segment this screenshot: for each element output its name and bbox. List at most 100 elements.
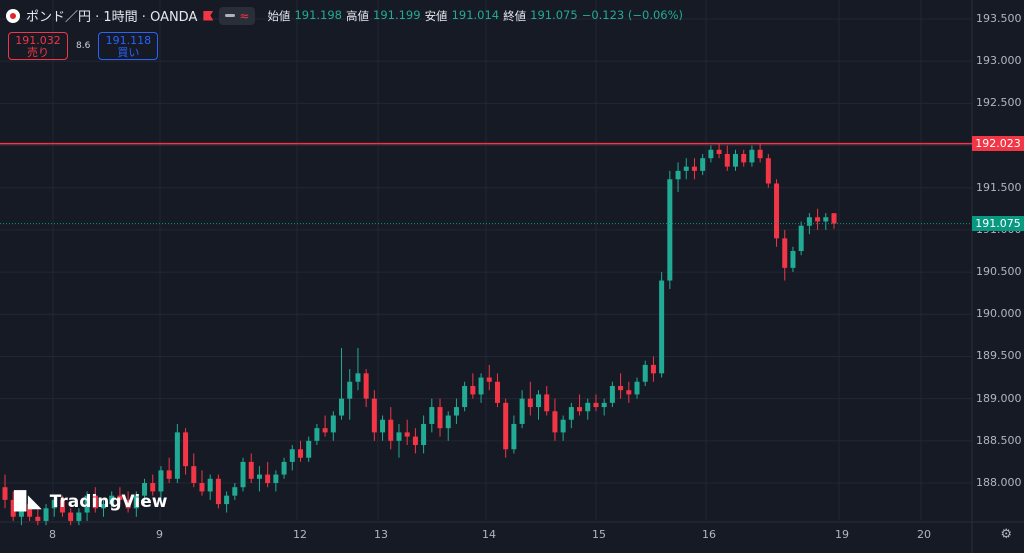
candle-body — [125, 499, 131, 509]
buy-button[interactable]: 191.118 買い — [98, 32, 159, 60]
candle-body — [798, 225, 804, 251]
candle — [27, 499, 33, 521]
candle — [421, 415, 427, 454]
candle-body — [626, 390, 632, 395]
price-axis-label: 192.500 — [976, 96, 1022, 110]
candle-body — [68, 512, 74, 521]
symbol-title[interactable]: ポンド／円 · 1時間 · OANDA — [26, 10, 198, 25]
candle-body — [248, 461, 254, 479]
candle-body — [724, 153, 730, 167]
candle — [388, 407, 394, 450]
candle — [774, 179, 780, 247]
buy-label: 買い — [117, 46, 140, 59]
low-label: 安値 — [424, 8, 448, 23]
candle — [568, 402, 574, 429]
close-value: 191.075 — [530, 7, 578, 22]
candle-body — [199, 483, 205, 492]
candle-body — [92, 495, 98, 509]
candle-body — [347, 381, 353, 399]
candle — [404, 419, 410, 446]
candle — [815, 208, 821, 230]
candle — [437, 398, 443, 437]
indicator-toggle-button[interactable]: ≈ — [219, 6, 256, 25]
candle — [100, 499, 106, 517]
trade-panel: 191.032 売り 8.6 191.118 買い — [8, 32, 159, 60]
candle-body — [552, 411, 558, 433]
candle — [445, 411, 451, 441]
candle-body — [240, 461, 246, 488]
candle — [314, 423, 320, 446]
candle-body — [601, 402, 607, 408]
price-axis-label: 189.500 — [976, 349, 1022, 363]
candle-body — [453, 407, 459, 416]
candle-body — [109, 495, 115, 505]
price-axis-label: 191.500 — [976, 180, 1022, 194]
candle-body — [790, 251, 796, 268]
candle — [166, 457, 172, 483]
price-axis-label: 193.000 — [976, 54, 1022, 68]
candle-body — [166, 470, 172, 479]
candle — [355, 348, 361, 391]
low-value: 191.014 — [451, 7, 500, 22]
candle — [117, 487, 123, 505]
candle-body — [142, 483, 148, 496]
candle — [207, 474, 213, 500]
chart-settings-gear-icon[interactable]: ⚙ — [1000, 527, 1012, 542]
currency-flag-icon — [6, 8, 20, 23]
candle-body — [371, 398, 377, 433]
candle-body — [84, 495, 90, 513]
candle — [733, 149, 739, 171]
candle — [322, 415, 328, 437]
candle-body — [478, 377, 484, 395]
tradingview-watermark[interactable]: ▉◣ TradingView — [14, 491, 167, 512]
candle-body — [527, 398, 533, 408]
candle — [133, 491, 139, 517]
time-axis-label: 15 — [592, 528, 606, 541]
candle-body — [265, 474, 271, 483]
candle-body — [133, 495, 139, 509]
candle-body — [76, 512, 82, 521]
candle — [741, 149, 747, 167]
time-axis-label: 8 — [49, 528, 56, 541]
candle-body — [10, 499, 16, 517]
candle-body — [412, 436, 418, 446]
candle — [650, 356, 656, 382]
market-status-icon[interactable] — [203, 10, 214, 21]
candle-body — [815, 217, 821, 222]
sell-button[interactable]: 191.032 売り — [8, 32, 68, 60]
candle — [453, 398, 459, 424]
candle-body — [297, 449, 303, 458]
candle-body — [634, 381, 640, 395]
candle-body — [273, 474, 279, 483]
candle — [519, 390, 525, 429]
spread-value: 8.6 — [76, 41, 91, 51]
sell-label: 売り — [27, 46, 49, 59]
candle-body — [691, 166, 697, 171]
price-axis-label: 190.000 — [976, 307, 1022, 321]
candle — [593, 394, 599, 412]
candle-body — [191, 466, 197, 483]
change-value: −0.123 (−0.06%) — [581, 7, 684, 22]
candle — [634, 377, 640, 399]
candle-body — [609, 385, 615, 403]
candle — [757, 143, 763, 163]
candle — [273, 470, 279, 492]
price-lines — [0, 142, 972, 225]
candle-body — [494, 381, 500, 403]
candle — [92, 487, 98, 513]
candle — [798, 221, 804, 256]
candle-body — [782, 238, 788, 268]
horizontal-line-price-tag[interactable]: 192.023 — [972, 136, 1024, 152]
candle-body — [256, 474, 262, 479]
candle-body — [749, 149, 755, 163]
candle — [330, 411, 336, 441]
candle-body — [708, 149, 714, 159]
open-label: 始値 — [267, 8, 291, 23]
candle — [43, 504, 49, 526]
candle — [585, 398, 591, 420]
candle — [297, 440, 303, 462]
price-axis-label: 188.500 — [976, 433, 1022, 447]
candle-body — [330, 415, 336, 433]
candle — [691, 158, 697, 180]
